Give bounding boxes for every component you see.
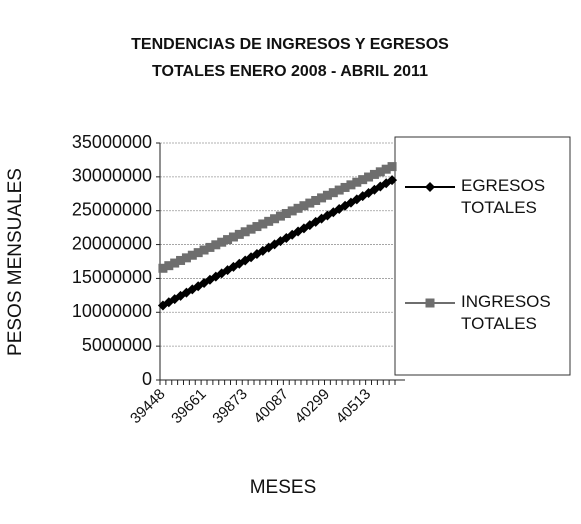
point [176, 255, 186, 265]
point [369, 169, 379, 179]
point [223, 235, 233, 245]
point [334, 185, 344, 195]
point [375, 167, 385, 177]
point [170, 258, 180, 268]
point [240, 227, 250, 237]
x-tick-label: 40299 [292, 386, 334, 428]
y-tick-label: 25000000 [72, 199, 152, 219]
point [387, 162, 397, 172]
point [287, 206, 297, 216]
point [228, 232, 238, 242]
y-tick-label: 0 [142, 369, 152, 389]
x-tick-label: 39873 [209, 386, 251, 428]
point [317, 193, 327, 203]
point [205, 242, 215, 252]
point [258, 219, 268, 229]
point [187, 250, 197, 260]
y-tick-label: 30000000 [72, 166, 152, 186]
point [425, 182, 435, 192]
point [158, 263, 168, 273]
point [234, 229, 244, 239]
point [364, 172, 374, 182]
point [352, 177, 362, 187]
point [340, 182, 350, 192]
point [252, 222, 262, 232]
point [322, 190, 332, 200]
y-axis-label: PESOS MENSUALES [5, 168, 26, 356]
y-tick-label: 35000000 [72, 132, 152, 152]
point [305, 198, 315, 208]
point [358, 175, 368, 185]
point [270, 214, 280, 224]
point [387, 175, 398, 186]
x-tick-label: 39448 [127, 386, 169, 428]
point [293, 203, 303, 213]
legend-box [394, 136, 571, 376]
point [299, 201, 309, 211]
point [281, 209, 291, 219]
x-tick-label: 39661 [168, 386, 210, 428]
x-tick-label: 40513 [333, 386, 375, 428]
y-tick-label: 20000000 [72, 233, 152, 253]
legend-label: INGRESOS TOTALES [461, 292, 551, 333]
point [346, 180, 356, 190]
point [246, 224, 256, 234]
point [193, 248, 203, 258]
chart-title: TENDENCIAS DE INGRESOS Y EGRESOS [131, 36, 449, 53]
point [311, 195, 321, 205]
point [381, 164, 391, 174]
y-tick-label: 15000000 [72, 267, 152, 287]
point [425, 298, 435, 308]
point [264, 216, 274, 226]
y-tick-label: 5000000 [82, 335, 152, 355]
y-tick-label: 10000000 [72, 301, 152, 321]
legend-label: EGRESOS TOTALES [461, 176, 545, 217]
point [199, 245, 209, 255]
point [217, 237, 227, 247]
chart-title: TOTALES ENERO 2008 - ABRIL 2011 [152, 63, 428, 80]
point [164, 261, 174, 271]
point [211, 240, 221, 250]
x-axis-label: MESES [250, 477, 317, 498]
point [275, 211, 285, 221]
point [328, 188, 338, 198]
x-tick-label: 40087 [250, 386, 292, 428]
point [181, 253, 191, 263]
